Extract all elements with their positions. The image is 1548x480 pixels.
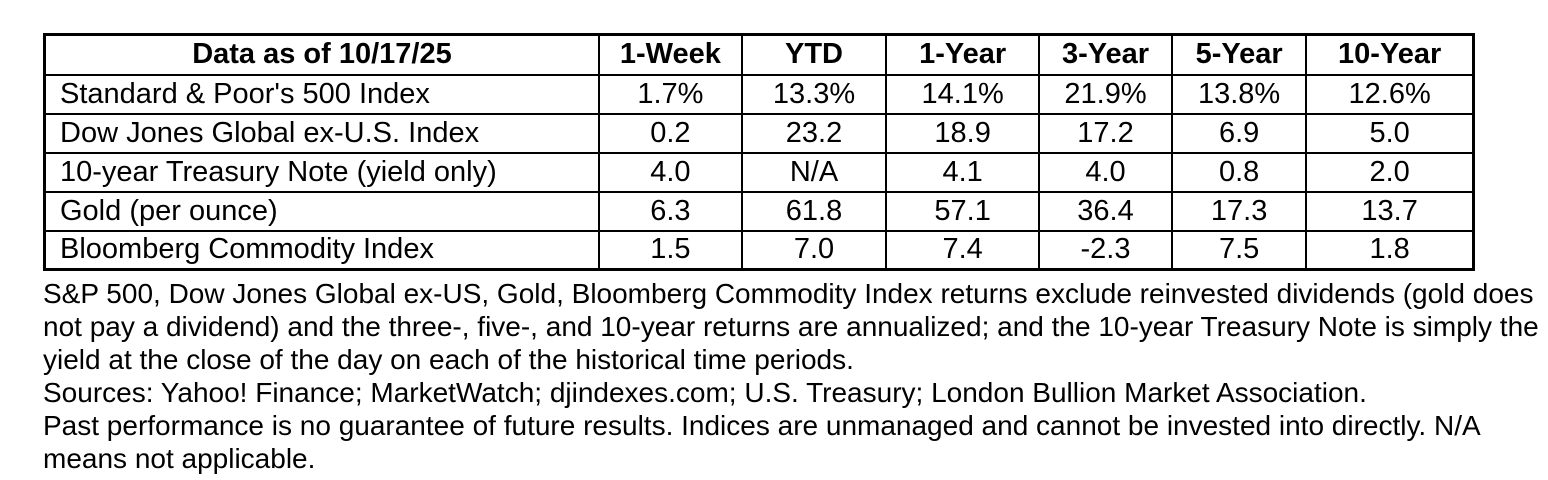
footnote-methodology: S&P 500, Dow Jones Global ex-US, Gold, B… — [43, 278, 1539, 375]
cell-value: 18.9 — [885, 112, 1041, 154]
col-header-5year: 5-Year — [1170, 33, 1308, 76]
table-title-cell: Data as of 10/17/25 — [43, 33, 600, 76]
footnotes-block: S&P 500, Dow Jones Global ex-US, Gold, B… — [43, 277, 1545, 475]
footnote-sources: Sources: Yahoo! Finance; MarketWatch; dj… — [43, 377, 1367, 408]
row-label: Standard & Poor's 500 Index — [43, 73, 600, 115]
cell-value: 1.7% — [597, 73, 743, 115]
cell-value: N/A — [740, 151, 888, 193]
cell-value: 2.0 — [1305, 151, 1475, 193]
cell-value: 57.1 — [885, 190, 1041, 232]
cell-value: 4.0 — [597, 151, 743, 193]
cell-value: 17.3 — [1170, 190, 1308, 232]
cell-value: 0.8 — [1170, 151, 1308, 193]
cell-value: 0.2 — [597, 112, 743, 154]
cell-value: 1.8 — [1305, 229, 1475, 271]
cell-value: 12.6% — [1305, 73, 1475, 115]
cell-value: 36.4 — [1038, 190, 1173, 232]
col-header-3year: 3-Year — [1038, 33, 1173, 76]
header-row: Data as of 10/17/25 1-Week YTD 1-Year 3-… — [43, 33, 1475, 76]
cell-value: 4.1 — [885, 151, 1041, 193]
row-label: Bloomberg Commodity Index — [43, 229, 600, 271]
col-header-1year: 1-Year — [885, 33, 1041, 76]
col-header-1week: 1-Week — [597, 33, 743, 76]
cell-value: 1.5 — [597, 229, 743, 271]
col-header-ytd: YTD — [740, 33, 888, 76]
cell-value: 6.9 — [1170, 112, 1308, 154]
cell-value: 13.7 — [1305, 190, 1475, 232]
market-returns-table: Data as of 10/17/25 1-Week YTD 1-Year 3-… — [43, 33, 1475, 271]
cell-value: 6.3 — [597, 190, 743, 232]
col-header-10year: 10-Year — [1305, 33, 1475, 76]
table-row-sp500: Standard & Poor's 500 Index 1.7% 13.3% 1… — [43, 73, 1475, 115]
footnote-disclaimer: Past performance is no guarantee of futu… — [43, 410, 1480, 474]
cell-value: 7.4 — [885, 229, 1041, 271]
cell-value: 7.0 — [740, 229, 888, 271]
cell-value: 13.3% — [740, 73, 888, 115]
cell-value: 61.8 — [740, 190, 888, 232]
cell-value: 23.2 — [740, 112, 888, 154]
cell-value: 5.0 — [1305, 112, 1475, 154]
cell-value: 17.2 — [1038, 112, 1173, 154]
row-label: Gold (per ounce) — [43, 190, 600, 232]
table-row-gold: Gold (per ounce) 6.3 61.8 57.1 36.4 17.3… — [43, 190, 1475, 232]
row-label: 10-year Treasury Note (yield only) — [43, 151, 600, 193]
cell-value: 13.8% — [1170, 73, 1308, 115]
table-row-dow-global: Dow Jones Global ex-U.S. Index 0.2 23.2 … — [43, 112, 1475, 154]
cell-value: 21.9% — [1038, 73, 1173, 115]
table-row-bloomberg-commodity: Bloomberg Commodity Index 1.5 7.0 7.4 -2… — [43, 229, 1475, 271]
cell-value: 14.1% — [885, 73, 1041, 115]
cell-value: -2.3 — [1038, 229, 1173, 271]
row-label: Dow Jones Global ex-U.S. Index — [43, 112, 600, 154]
cell-value: 7.5 — [1170, 229, 1308, 271]
table-row-treasury: 10-year Treasury Note (yield only) 4.0 N… — [43, 151, 1475, 193]
cell-value: 4.0 — [1038, 151, 1173, 193]
